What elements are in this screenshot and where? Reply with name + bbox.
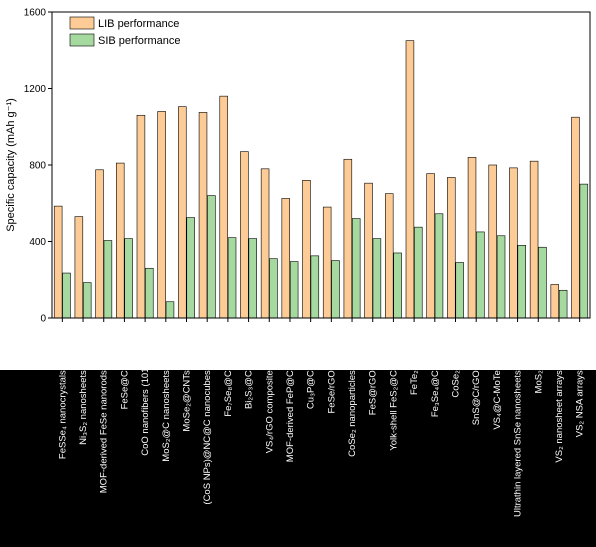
category-label: SnS@C/rGO (0.4 A g⁻¹) [471,324,482,425]
bar-lib [74,216,84,319]
category-label: Cu₃P@C (1.0 A g⁻¹) [306,324,317,409]
y-tick-label: 1600 [24,8,47,19]
bar-sib [393,252,402,319]
bar-lib [302,180,311,319]
bar-lib [219,95,228,319]
category-label: FeSe/rGO (0.2 A g⁻¹) [326,324,337,414]
legend-swatch-lib [69,16,95,30]
category-label: MOF-derived FeP@C (0.5 A g⁻¹) [285,324,296,462]
category-label: FeS@rGO (0.5 A g⁻¹) [368,324,379,415]
legend-label-sib: SIB performance [98,35,181,47]
category-label: CoSe₂ (5.0 A g⁻¹) [451,324,462,398]
y-axis-title: Specific capacity (mAh g⁻¹) [5,98,17,232]
bar-lib [157,111,166,319]
bar-sib [331,260,340,319]
bar-lib [571,116,580,319]
bar-sib [207,195,216,319]
y-tick-label: 1200 [24,84,47,95]
category-label: MoS₂ (0.1 A g⁻¹) [533,324,544,393]
bar-lib [364,182,373,319]
bar-lib [260,168,270,319]
bar-lib [136,114,146,319]
category-label: Bi₂S₃@C (2.0 A g⁻¹) [244,324,255,409]
category-label: FeSe@C (1.0 A g⁻¹) [119,324,130,409]
bar-lib [240,151,249,319]
bar-sib [496,235,506,319]
bar-sib [558,289,568,319]
category-label: (CoS NPs)@NC@C nanocubes (0.5 A g⁻¹) [202,324,213,505]
bar-sib [476,231,485,319]
bar-sib [62,272,71,319]
bar-sib [372,238,382,319]
category-label: VS₂ NSA arrays (0.1 A g⁻¹) [575,324,586,437]
bar-lib [116,162,125,319]
legend-label-lib: LIB performance [98,18,179,30]
bar-sib [414,226,423,319]
bar-lib [467,157,477,319]
category-label: VS₂ nanosheet arrays (0.2 A g⁻¹) [554,324,565,463]
legend: LIB performance SIB performance [69,16,181,47]
category-label: Fe₇Se₈@C (0.5 A g⁻¹) [223,324,234,417]
bars-group [53,40,589,319]
y-tick-label: 400 [29,237,46,248]
bar-lib [95,169,104,319]
bar-lib [447,177,456,319]
y-tick-label: 800 [29,161,46,172]
bar-sib [82,282,92,319]
y-axis: 0 400 800 1200 1600 [24,8,52,325]
bar-sib [124,238,133,319]
bar-sib [455,262,464,319]
bar-sib [248,238,257,319]
bar-sib [579,183,589,319]
category-label: Ni₃S₂ nanosheets (0.5 A g⁻¹) [78,324,89,445]
bar-sib [351,218,361,319]
category-label: VS₄@C-MoTe (1.0 A g⁻¹) [492,324,503,430]
bar-lib [322,206,332,319]
category-label: FeTe₂ (0.2 A g⁻¹) [409,324,420,395]
bar-lib [198,112,208,319]
bar-sib [269,258,278,319]
bar-sib [145,267,154,319]
category-label: MOF-derived FeSe nanorods (0.2 A g⁻¹) [99,324,110,493]
bar-sib [310,255,320,319]
bar-lib [281,198,291,319]
category-label: Fe₃Se₄@C (0.5 A g⁻¹) [430,324,441,417]
bar-sib [517,245,526,319]
bar-sib [186,217,195,319]
category-label-band [0,370,596,547]
bar-lib [488,164,497,319]
bar-lib [550,284,560,319]
category-label: MoSe₂@CNTs (0.5 A g⁻¹) [182,324,193,432]
bar-lib [385,193,394,319]
bar-sib [434,213,444,319]
bar-lib [509,167,518,319]
bar-lib [529,160,539,319]
bar-sib [227,237,237,319]
category-label: CoO nanofibers (101.8 mA g⁻¹) [140,324,151,456]
category-label: Yolk-shell FeS₂@C (0.5 A g⁻¹) [388,324,399,451]
category-label: VS₄/rGO composite (0.5 A g⁻¹) [264,324,275,453]
category-label: FeSSe₄ nanocrystals (0.2 A g⁻¹) [57,324,68,459]
bar-sib [103,240,113,319]
bar-lib [53,205,63,319]
bar-lib [178,106,187,319]
bar-sib [165,301,175,319]
bar-sib [289,261,299,319]
category-label: CoSe₂ nanoparticles (0.5 A g⁻¹) [347,324,358,457]
bar-sib [538,246,547,319]
legend-swatch-sib [69,33,95,47]
bar-lib [343,158,353,319]
category-label: MoS₂@C nanosheets (0.4 A g⁻¹) [161,324,172,462]
bar-lib [426,173,435,319]
bar-lib [405,40,415,319]
x-axis: FeSSe₄ nanocrystals (0.2 A g⁻¹) Ni₃S₂ nan… [57,318,586,517]
category-label: Ultrathin layered SnSe nanosheets (0.2 A… [513,324,524,517]
y-tick-label: 0 [40,314,46,325]
